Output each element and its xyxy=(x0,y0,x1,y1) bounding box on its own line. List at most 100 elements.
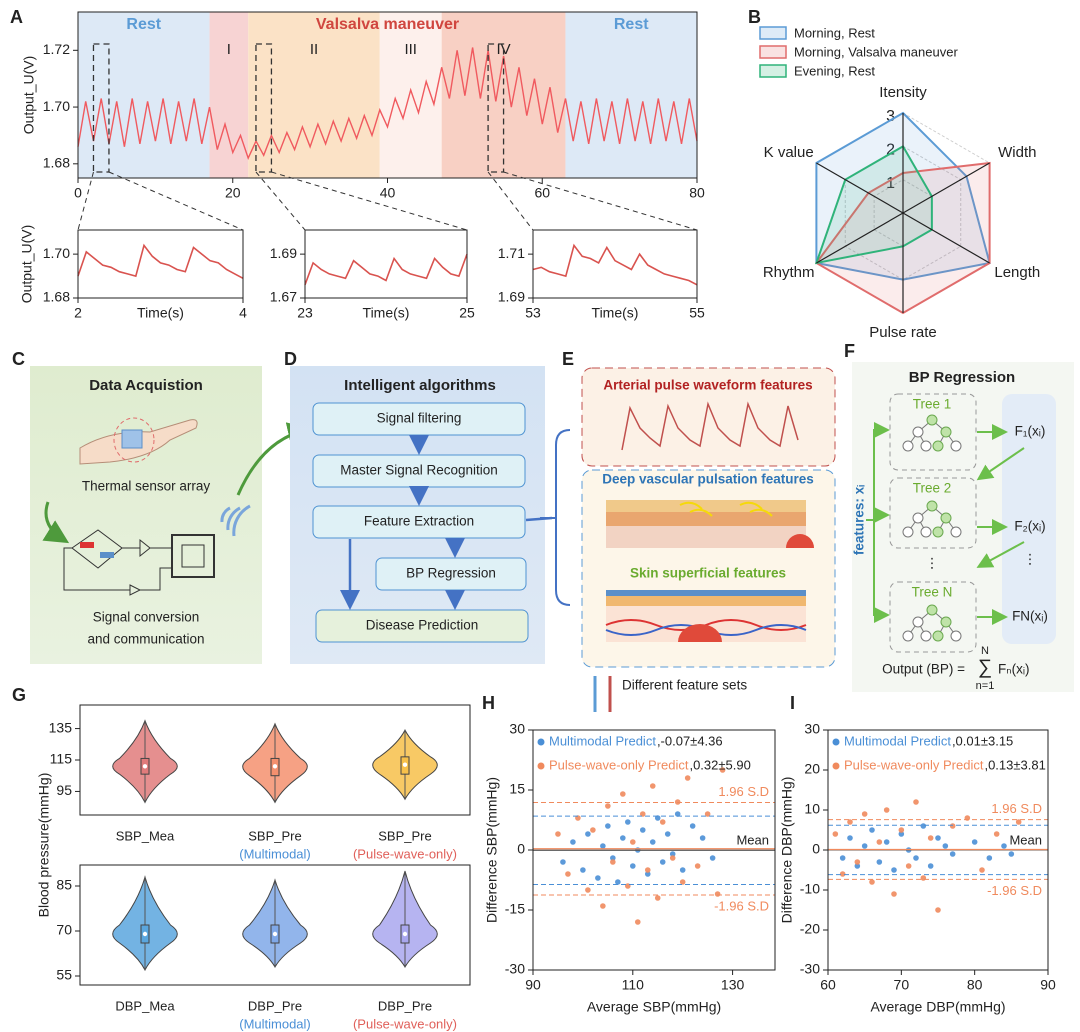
x-tick-label: 90 xyxy=(525,977,541,993)
point xyxy=(654,815,661,821)
x-tick-sublabel: (Multimodal) xyxy=(239,846,311,861)
region-label: III xyxy=(404,41,417,58)
formula: Fₙ(xᵢ) xyxy=(998,662,1030,677)
point xyxy=(1015,819,1022,825)
shape xyxy=(678,624,722,642)
r-tick-label: 1 xyxy=(886,175,895,192)
ellipsis: ⋮ xyxy=(1023,552,1037,567)
x-tick-sublabel: (Multimodal) xyxy=(239,1016,311,1031)
point xyxy=(689,823,696,829)
point xyxy=(854,859,861,865)
y-axis-label: Blood pressure(mmHg) xyxy=(36,773,52,918)
x-tick-label: 80 xyxy=(967,977,983,993)
point xyxy=(883,807,890,813)
point xyxy=(694,863,701,869)
formula: n=1 xyxy=(976,680,995,692)
r-tick-label: 2 xyxy=(886,142,895,159)
plot-frame xyxy=(827,729,1049,971)
x-tick-label: 20 xyxy=(225,185,241,201)
signal-line xyxy=(304,253,468,286)
panel-label: F xyxy=(844,341,855,361)
signal-line xyxy=(77,47,698,160)
point xyxy=(839,871,846,877)
panel-label: H xyxy=(482,693,495,713)
point xyxy=(927,835,934,841)
point xyxy=(560,859,566,865)
point xyxy=(832,831,839,837)
point xyxy=(620,791,626,797)
phase-region xyxy=(209,12,249,178)
x-tick-label: 2 xyxy=(74,305,82,321)
x-tick-label: DBP_Pre xyxy=(248,998,302,1013)
formula: Output (BP) = xyxy=(882,662,965,677)
step-label: BP Regression xyxy=(406,566,496,581)
y-tick-label: 15 xyxy=(509,781,525,797)
point xyxy=(1001,843,1007,849)
bracket xyxy=(540,429,571,606)
legend-marker xyxy=(537,738,545,746)
radar-axis-label: Pulse rate xyxy=(869,324,937,341)
point xyxy=(585,887,591,893)
point xyxy=(679,867,686,873)
y-tick-label: -30 xyxy=(505,961,525,977)
point xyxy=(949,823,956,829)
median xyxy=(272,764,278,769)
y-tick-label: 1.72 xyxy=(43,41,70,57)
plot-frame xyxy=(79,864,471,986)
sd-label: -1.96 S.D xyxy=(987,883,1042,898)
shape xyxy=(786,534,814,548)
y-tick-label: 20 xyxy=(804,761,820,777)
point xyxy=(986,855,993,861)
zoom-connector xyxy=(77,171,94,231)
x-tick-label: DBP_Mea xyxy=(115,998,175,1013)
x-tick-label: 55 xyxy=(689,305,705,321)
label: Different feature sets xyxy=(622,678,747,693)
x-axis-label: Time(s) xyxy=(363,305,410,321)
point xyxy=(580,867,586,873)
shape xyxy=(606,590,806,596)
legend-label: Morning, Valsalva maneuver xyxy=(794,44,958,59)
zoom-connector xyxy=(503,171,698,231)
y-tick-label: 95 xyxy=(56,782,72,798)
point xyxy=(905,863,912,869)
point xyxy=(629,839,636,845)
step-label: Signal filtering xyxy=(377,411,462,426)
median xyxy=(402,931,408,937)
point xyxy=(644,871,651,877)
point xyxy=(575,815,581,821)
point xyxy=(625,819,631,825)
phase-label: Rest xyxy=(614,16,649,33)
point xyxy=(876,859,883,865)
legend-stats: ,-0.07±4.36 xyxy=(657,733,723,748)
y-axis-label: Difference DBP(mmHg) xyxy=(779,777,795,924)
point xyxy=(861,843,868,849)
panel-title: Data Acquistion xyxy=(89,377,203,394)
point xyxy=(669,851,676,857)
plot-frame xyxy=(304,229,468,299)
y-tick-label: 115 xyxy=(50,751,73,767)
y-tick-label: 1.70 xyxy=(43,245,70,261)
panel-title: Intelligent algorithms xyxy=(344,377,496,394)
plot-frame xyxy=(77,229,244,299)
panel-label: I xyxy=(790,693,795,713)
panel-label: E xyxy=(562,349,574,369)
y-tick-label: 85 xyxy=(56,877,72,893)
point xyxy=(898,831,905,837)
x-tick-label: 0 xyxy=(74,185,82,201)
y-tick-label: 1.67 xyxy=(270,289,297,305)
x-tick-sublabel: (Pulse-wave-only) xyxy=(353,846,457,861)
point xyxy=(639,811,646,817)
shape xyxy=(606,526,806,548)
point xyxy=(664,831,671,837)
point xyxy=(898,827,905,833)
tree-label: Tree N xyxy=(912,585,953,600)
point xyxy=(659,859,666,865)
shape xyxy=(312,402,529,643)
panel-label: G xyxy=(12,685,26,705)
legend-marker xyxy=(832,738,840,746)
sensor-highlight xyxy=(113,417,155,463)
median xyxy=(272,931,278,937)
phase-region xyxy=(78,12,210,178)
plot-frame xyxy=(532,729,776,971)
x-axis-label: Time(s) xyxy=(137,305,184,321)
